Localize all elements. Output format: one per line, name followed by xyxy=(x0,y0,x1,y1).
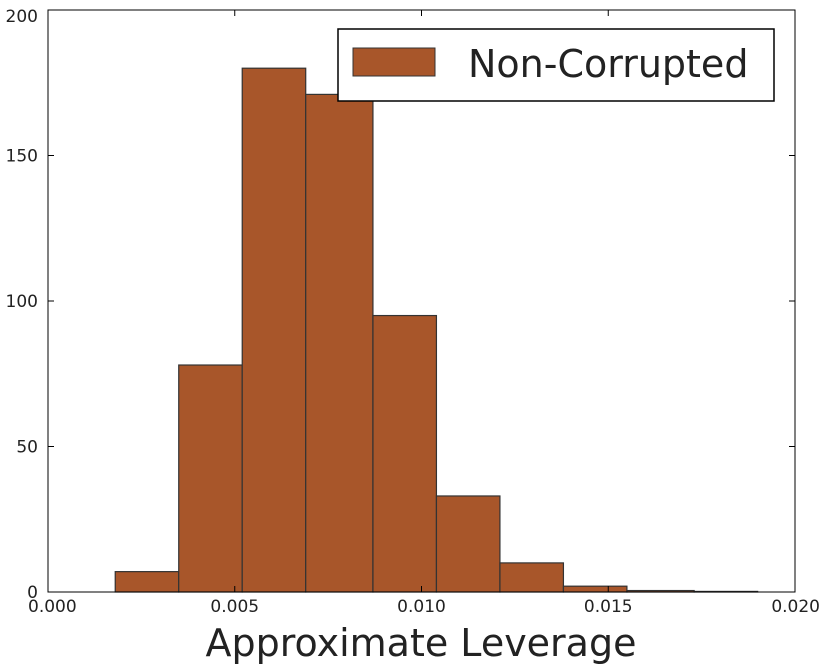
histogram-bar xyxy=(372,314,438,593)
y-tick-label: 50 xyxy=(16,438,38,458)
x-tick-label: 0.005 xyxy=(210,597,259,617)
y-tick-label: 100 xyxy=(6,292,38,312)
y-tick-label: 150 xyxy=(6,147,38,167)
histogram-bar xyxy=(178,364,243,593)
x-tick-label: 0.015 xyxy=(584,597,633,617)
legend: Non-Corrupted xyxy=(337,28,775,102)
histogram-bar xyxy=(305,93,374,593)
y-tick-label: 0 xyxy=(27,583,38,603)
histogram-bar xyxy=(435,495,501,593)
histogram-bar xyxy=(562,585,628,593)
y-tick-label: 200 xyxy=(6,7,38,27)
histogram-bar xyxy=(114,571,180,593)
x-tick-label: 0.000 xyxy=(28,597,77,617)
x-tick-label: 0.020 xyxy=(771,597,820,617)
x-tick-label: 0.010 xyxy=(397,597,446,617)
histogram-bar xyxy=(241,67,307,593)
bars-layer xyxy=(114,67,759,593)
histogram-bar xyxy=(499,562,565,593)
legend-swatch xyxy=(352,47,436,77)
x-axis-label: Approximate Leverage xyxy=(206,621,637,665)
ticks-layer: 0.000 0.005 0.010 0.015 0.020 0 50 100 150 200 xyxy=(6,7,820,617)
legend-label: Non-Corrupted xyxy=(468,42,748,86)
